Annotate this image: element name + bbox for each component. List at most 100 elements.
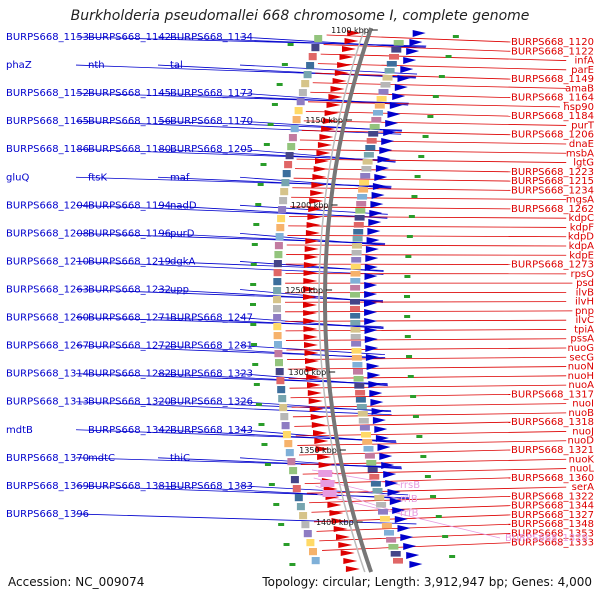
forward-gene-arrow (368, 381, 382, 388)
gc-mark (408, 215, 415, 218)
gc-mark (264, 463, 271, 466)
reverse-gene-label: amaB (565, 83, 594, 94)
forward-leader-line (239, 261, 384, 272)
reverse-gene-label: BURPS668_1317 (511, 389, 594, 400)
gc-mark (255, 403, 262, 406)
cog-block (364, 453, 375, 459)
reverse-leader-line (290, 206, 511, 210)
forward-gene-arrow (397, 75, 411, 82)
gc-mark (416, 435, 423, 438)
reverse-gene-label: BURPS668_1122 (511, 46, 594, 57)
cog-block (355, 390, 366, 396)
reverse-leader-line (292, 412, 567, 418)
gc-mark (427, 115, 434, 118)
tick-label: 1300 kbp (288, 368, 326, 377)
cog-block (306, 539, 315, 547)
reverse-gene-arrow (344, 38, 359, 44)
cog-block (285, 449, 294, 457)
reverse-gene-arrow (321, 126, 336, 132)
reverse-gene-arrow (319, 134, 334, 140)
forward-gene-arrow (389, 102, 403, 109)
cog-block (353, 229, 364, 235)
forward-gene-arrow (365, 255, 379, 262)
cog-block (280, 413, 289, 421)
reverse-gene-label: BURPS668_1234 (511, 185, 594, 196)
forward-gene-label: thiC (170, 453, 190, 464)
cog-block (355, 208, 366, 214)
reverse-leader-line (322, 542, 511, 551)
reverse-gene-arrow (303, 294, 317, 300)
gc-mark (289, 563, 296, 566)
forward-gene-arrow (369, 210, 383, 217)
reverse-gene-arrow (330, 86, 345, 92)
reverse-gene-arrow (328, 94, 343, 100)
gc-mark (406, 355, 413, 358)
reverse-leader-line (287, 356, 567, 360)
forward-gene-arrow (403, 57, 417, 64)
cog-block (279, 404, 288, 412)
reverse-gene-label: nuoN (568, 362, 594, 373)
reverse-gene-arrow (303, 318, 318, 324)
cog-block (393, 40, 404, 46)
forward-gene-label: phaZ (6, 60, 32, 71)
forward-gene-label: tal (170, 60, 183, 71)
reverse-gene-label: BURPS668_1149 (511, 74, 594, 85)
cog-block (357, 194, 368, 200)
cog-block (279, 197, 288, 205)
reverse-leader-line (286, 244, 567, 247)
cog-block (301, 80, 310, 88)
reverse-leader-line (316, 523, 511, 532)
reverse-gene-label: kdpD (568, 232, 594, 243)
cog-block (298, 89, 307, 97)
cog-block (303, 71, 312, 79)
reverse-leader-line (326, 34, 511, 43)
gc-mark (281, 63, 288, 66)
reverse-gene-label: nuoD (568, 436, 595, 447)
forward-gene-arrow (368, 219, 382, 226)
reverse-gene-arrow (304, 246, 319, 252)
reverse-leader-line (319, 533, 511, 542)
forward-gene-arrow (381, 462, 395, 469)
reverse-gene-arrow (306, 374, 321, 380)
gc-mark (405, 255, 412, 258)
forward-gene-arrow (377, 156, 391, 163)
forward-gene-label: BURPS668_1165 (6, 116, 89, 127)
reverse-gene-arrow (309, 406, 324, 412)
reverse-gene-label: BURPS668_1164 (511, 93, 594, 104)
gc-mark (404, 275, 411, 278)
cog-block (350, 285, 361, 291)
forward-gene-arrow (372, 417, 386, 424)
gc-mark (438, 75, 445, 78)
forward-gene-arrow (394, 516, 408, 523)
gc-mark (420, 455, 427, 458)
forward-gene-arrow (365, 354, 379, 361)
tick-label: 1250 kbp (285, 286, 323, 295)
reverse-gene-label: parE (571, 65, 594, 76)
forward-gene-label: BURPS668_1383 (170, 481, 253, 492)
cog-block (299, 512, 308, 520)
forward-gene-label: BURPS668_1208 (6, 228, 89, 239)
forward-gene-arrow (377, 444, 391, 451)
accession-text: Accession: NC_009074 (8, 575, 145, 589)
cog-block (380, 82, 391, 88)
reverse-gene-label: lgtG (573, 158, 594, 169)
forward-gene-label: ftsK (88, 172, 107, 183)
forward-leader-line (239, 176, 392, 189)
gc-mark (449, 555, 456, 558)
cog-block (277, 386, 286, 394)
reverse-leader-line (292, 187, 511, 191)
gc-mark (252, 363, 259, 366)
forward-gene-label: BURPS668_1134 (170, 32, 253, 43)
cog-block (277, 215, 286, 223)
rrna-block (322, 490, 337, 497)
gc-mark (410, 395, 417, 398)
cog-block (353, 369, 363, 375)
forward-gene-label: BURPS668_1219 (88, 256, 171, 267)
reverse-gene-label: BURPS668_1321 (511, 445, 594, 456)
cog-block (303, 530, 312, 538)
cog-block (273, 323, 282, 331)
forward-gene-label: BURPS668_1323 (170, 369, 253, 380)
cog-block (361, 166, 372, 172)
forward-gene-label: BURPS668_1153 (6, 32, 89, 43)
cog-block (352, 236, 363, 242)
